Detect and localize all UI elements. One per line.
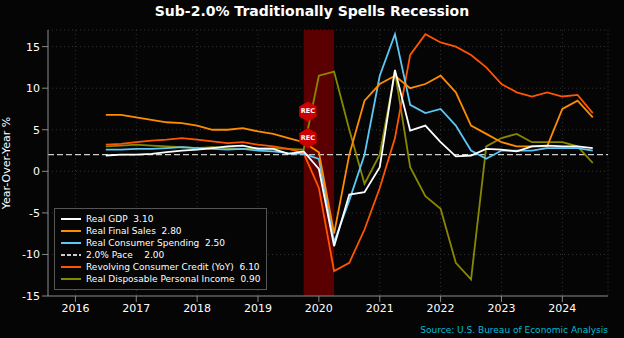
svg-text:REC: REC — [301, 134, 315, 142]
html-text:Revolving Consumer Credit (YoY: Revolving Consumer Credit (YoY) 6.10 — [86, 262, 260, 272]
svg-text:2023: 2023 — [487, 302, 515, 315]
svg-text:0: 0 — [33, 165, 40, 178]
svg-text:2017: 2017 — [122, 302, 150, 315]
svg-text:-15: -15 — [22, 290, 40, 303]
svg-text:5: 5 — [33, 124, 40, 137]
svg-text:2024: 2024 — [548, 302, 576, 315]
html-text:Sub-2.0% Traditionally Spells: Sub-2.0% Traditionally Spells Recession — [154, 3, 470, 19]
svg-text:REC: REC — [301, 107, 315, 115]
html-text:Real Consumer Spending 2.50: Real Consumer Spending 2.50 — [86, 238, 226, 248]
html-text:Real GDP 3.10: Real GDP 3.10 — [86, 214, 154, 224]
svg-text:2022: 2022 — [427, 302, 455, 315]
svg-text:2016: 2016 — [61, 302, 89, 315]
html-text:Real Final Sales 2.80: Real Final Sales 2.80 — [86, 226, 182, 236]
svg-text:2019: 2019 — [244, 302, 272, 315]
svg-text:-5: -5 — [29, 207, 40, 220]
svg-text:2021: 2021 — [366, 302, 394, 315]
svg-text:Year-Over-Year %: Year-Over-Year % — [8, 117, 13, 211]
html-text:2.0% Pace 2.00: 2.0% Pace 2.00 — [86, 250, 165, 260]
html-text:Source: U.S. Bureau of Economi: Source: U.S. Bureau of Economic Analysis — [420, 325, 608, 335]
svg-text:2020: 2020 — [305, 302, 333, 315]
html-text:Real Disposable Personal Incom: Real Disposable Personal Income 0.90 — [86, 274, 261, 284]
svg-text:10: 10 — [26, 82, 40, 95]
svg-text:2018: 2018 — [183, 302, 211, 315]
svg-text:-10: -10 — [22, 248, 40, 261]
svg-text:15: 15 — [26, 41, 40, 54]
